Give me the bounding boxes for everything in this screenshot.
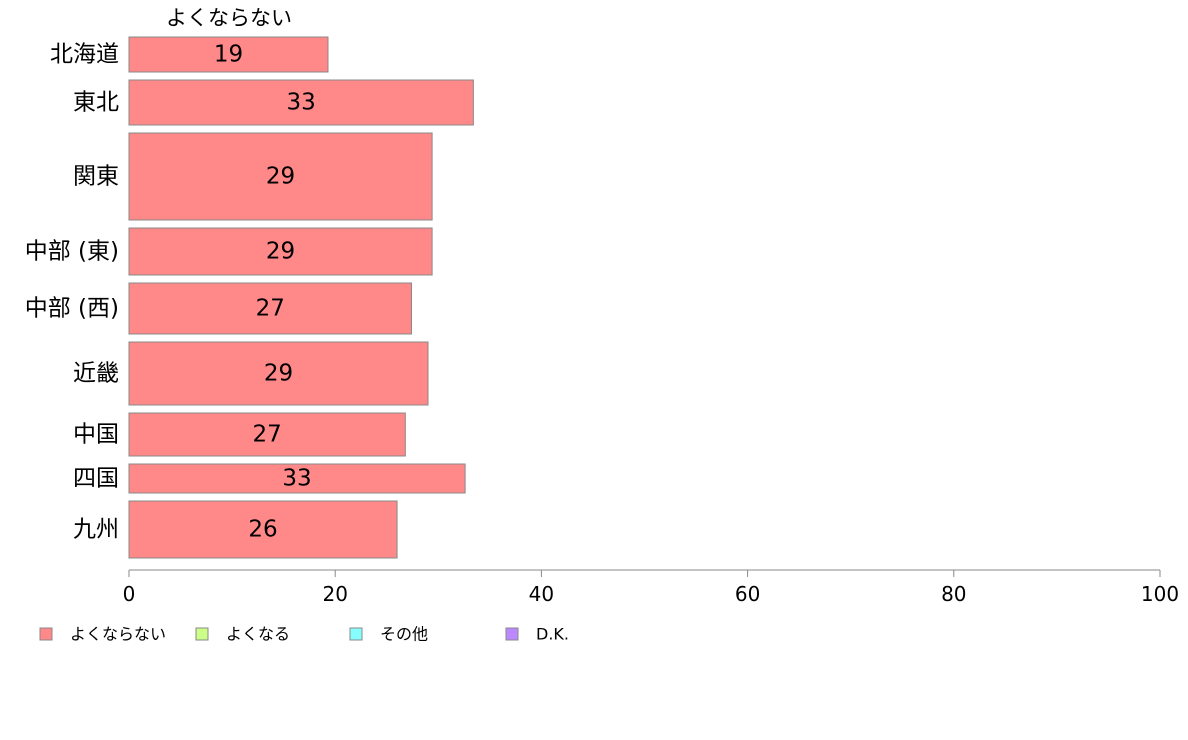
x-tick-label: 40 bbox=[529, 582, 554, 606]
category-label: 関東 bbox=[73, 164, 119, 190]
legend-label: その他 bbox=[380, 625, 428, 644]
legend-label: D.K. bbox=[536, 625, 569, 644]
bar-value-label: 26 bbox=[248, 517, 277, 543]
category-label: 中部 (西) bbox=[25, 296, 119, 322]
x-tick-label: 20 bbox=[322, 582, 347, 606]
category-label: 中国 bbox=[73, 422, 119, 448]
legend-label: よくなる bbox=[226, 625, 290, 644]
category-label: 中部 (東) bbox=[25, 239, 119, 265]
x-tick-label: 80 bbox=[941, 582, 966, 606]
category-label: 近畿 bbox=[73, 361, 119, 387]
bar bbox=[128, 282, 412, 335]
bar-value-label: 29 bbox=[266, 239, 295, 265]
bar-value-label: 33 bbox=[287, 90, 316, 116]
bar-value-label: 29 bbox=[266, 164, 295, 190]
x-tick-label: 60 bbox=[735, 582, 760, 606]
bar bbox=[128, 463, 466, 494]
column-header: よくならない bbox=[166, 6, 292, 30]
legend: よくならない よくなる その他 D.K. bbox=[39, 625, 569, 644]
legend-swatch bbox=[505, 627, 519, 641]
bar-value-label: 33 bbox=[282, 466, 311, 492]
bar bbox=[128, 36, 329, 73]
legend-swatch bbox=[39, 627, 53, 641]
legend-label: よくならない bbox=[70, 625, 166, 644]
category-label: 北海道 bbox=[50, 42, 119, 68]
bar bbox=[128, 132, 433, 221]
x-tick-label: 100 bbox=[1141, 582, 1179, 606]
bar-value-label: 29 bbox=[264, 361, 293, 387]
bar bbox=[128, 412, 406, 457]
bar bbox=[128, 227, 433, 276]
bar-value-label: 27 bbox=[253, 422, 282, 448]
bar bbox=[128, 500, 398, 559]
bar-value-label: 27 bbox=[256, 296, 285, 322]
legend-swatch bbox=[349, 627, 363, 641]
category-label: 四国 bbox=[73, 466, 119, 492]
bar bbox=[128, 341, 429, 406]
category-label: 東北 bbox=[73, 90, 119, 116]
bar bbox=[128, 79, 474, 126]
category-label: 九州 bbox=[73, 517, 119, 543]
x-tick-label: 0 bbox=[123, 582, 136, 606]
bar-value-label: 19 bbox=[214, 42, 243, 68]
legend-swatch bbox=[195, 627, 209, 641]
x-axis: 0 20 40 60 80 100 bbox=[123, 569, 1179, 606]
column-header-layer: よくならない bbox=[166, 6, 292, 30]
